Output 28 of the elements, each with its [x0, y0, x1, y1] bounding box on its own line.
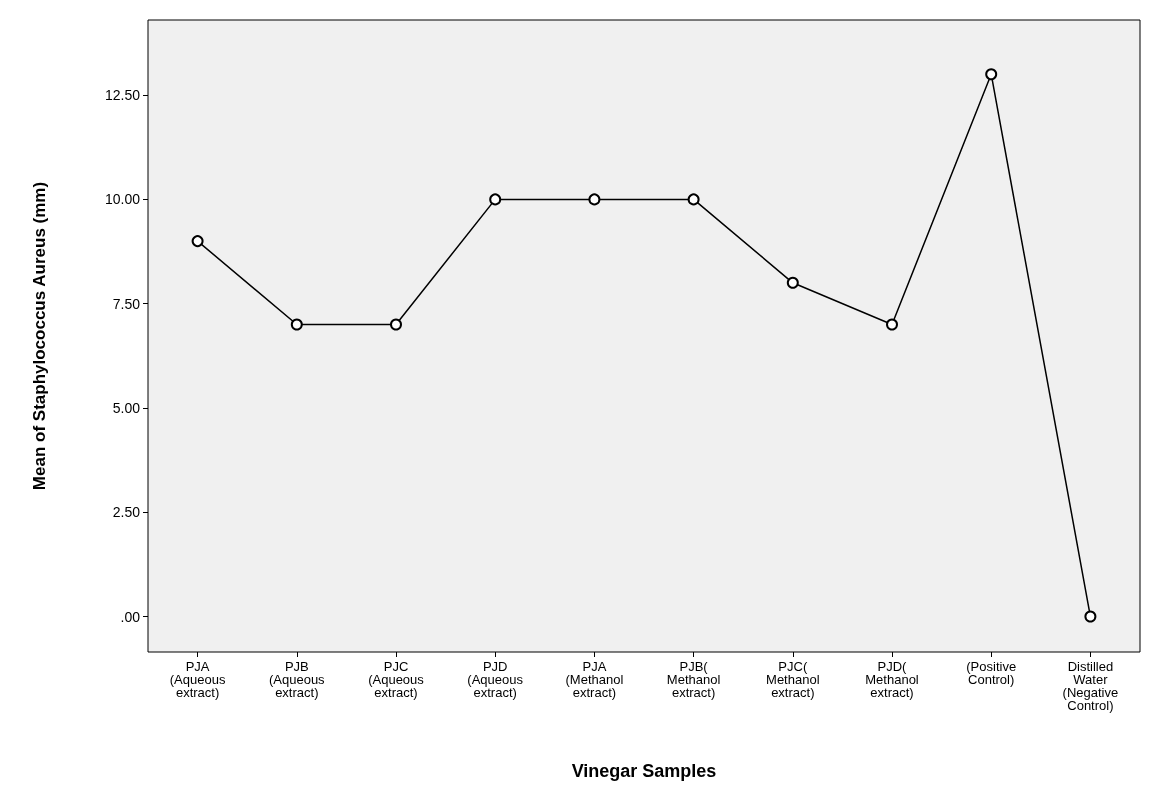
y-tick-label: 2.50 — [112, 504, 141, 521]
y-tick-label: 10.00 — [104, 191, 141, 208]
x-tick-label: (Positive Control) — [966, 659, 1017, 687]
x-tick-label: PJA (Aqueous extract) — [169, 659, 226, 700]
point — [985, 68, 998, 81]
x-tick-label: PJC( Methanol extract) — [766, 659, 820, 700]
x-tick-label: Distilled Water (Negative Control) — [1062, 659, 1119, 713]
y-tick-label: .00 — [120, 608, 141, 625]
x-tick-label: PJC (Aqueous extract) — [368, 659, 425, 700]
point — [886, 318, 898, 331]
y-axis-title: Mean of Staphylococcus Aureus (mm) — [30, 181, 49, 491]
x-axis-title: Vinegar Samples — [571, 761, 717, 781]
point — [390, 318, 402, 331]
point — [588, 193, 601, 206]
x-tick-label: PJB (Aqueous extract) — [268, 659, 326, 700]
point — [191, 235, 204, 248]
point — [687, 193, 700, 206]
point — [1084, 610, 1097, 623]
x-tick-label: PJD (Aqueous extract) — [467, 659, 524, 700]
y-tick-label: 12.50 — [104, 87, 141, 104]
point — [290, 318, 303, 331]
point — [489, 193, 502, 206]
x-tick-label: PJA (Methanol extract) — [565, 659, 624, 700]
x-tick-label: PJD( Methanol extract) — [865, 659, 919, 700]
y-tick-label: 5.00 — [112, 399, 141, 416]
x-tick-label: PJB( Methanol extract) — [666, 659, 721, 700]
y-tick-label: 7.50 — [112, 295, 141, 312]
point — [786, 276, 799, 289]
